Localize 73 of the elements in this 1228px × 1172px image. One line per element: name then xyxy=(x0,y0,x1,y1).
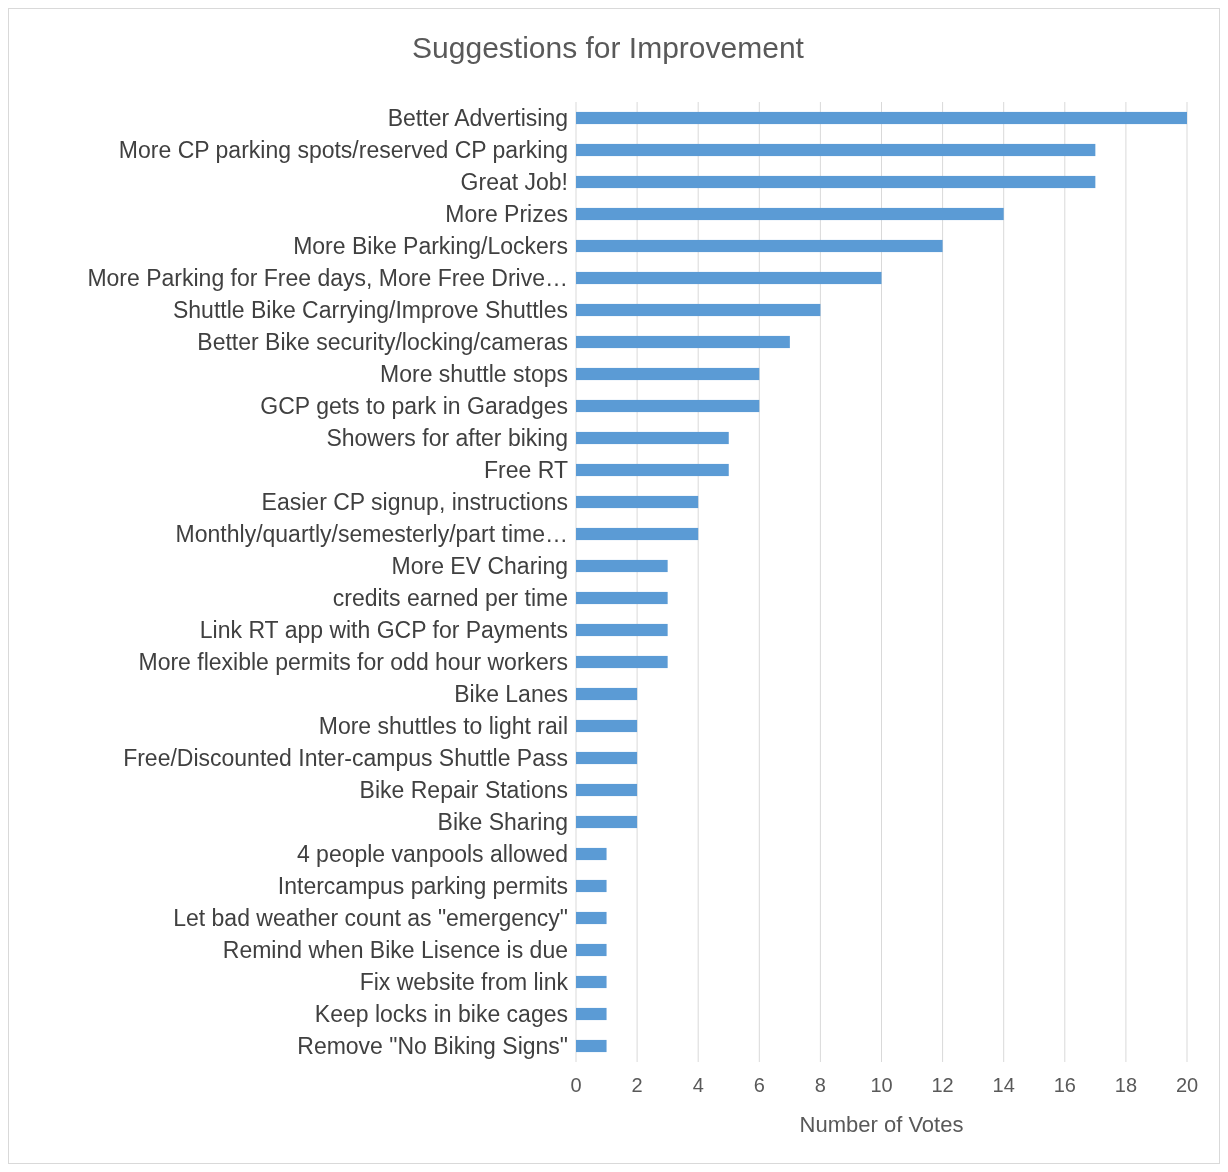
bar xyxy=(576,655,668,669)
y-tick-label: Better Bike security/locking/cameras xyxy=(197,329,568,356)
y-tick-label: Remind when Bike Lisence is due xyxy=(222,937,568,964)
bar xyxy=(576,431,729,445)
bar xyxy=(576,271,882,285)
bar xyxy=(576,847,607,861)
x-tick-label: 0 xyxy=(570,1074,582,1096)
y-tick-label: Bike Sharing xyxy=(437,809,568,836)
bar xyxy=(576,399,760,413)
bar xyxy=(576,687,638,701)
bar xyxy=(576,1039,607,1053)
y-tick-label: More flexible permits for odd hour workers xyxy=(138,649,568,676)
y-tick-label: More shuttles to light rail xyxy=(318,713,568,740)
x-axis-title: Number of Votes xyxy=(799,1112,964,1137)
bar xyxy=(576,239,943,253)
y-tick-label: credits earned per time xyxy=(332,585,568,612)
bar xyxy=(576,303,821,317)
bar xyxy=(576,111,1187,125)
x-tick-label: 4 xyxy=(692,1074,704,1096)
chart-title: Suggestions for Improvement xyxy=(412,31,805,64)
bar xyxy=(576,815,638,829)
y-tick-label: Bike Lanes xyxy=(454,681,568,708)
y-tick-label: Showers for after biking xyxy=(326,425,568,452)
y-tick-label: Intercampus parking permits xyxy=(277,873,568,900)
y-tick-label: More Parking for Free days, More Free Drive… xyxy=(87,265,568,292)
y-tick-label: More EV Charing xyxy=(391,553,568,580)
bar xyxy=(576,367,760,381)
x-tick-label: 10 xyxy=(870,1074,893,1096)
bar xyxy=(576,143,1096,157)
x-tick-label: 2 xyxy=(631,1074,643,1096)
y-tick-label: Better Advertising xyxy=(387,105,568,132)
x-tick-label: 12 xyxy=(931,1074,954,1096)
y-tick-label: Keep locks in bike cages xyxy=(314,1001,568,1028)
y-tick-label: Free/Discounted Inter-campus Shuttle Pass xyxy=(123,745,568,772)
y-tick-label: More CP parking spots/reserved CP parking xyxy=(118,137,568,164)
y-tick-label: More shuttle stops xyxy=(380,361,568,388)
bar xyxy=(576,623,668,637)
y-tick-label: Monthly/quartly/semesterly/part time… xyxy=(175,521,568,548)
bar xyxy=(576,751,638,765)
y-tick-label: Great Job! xyxy=(460,169,568,196)
bar xyxy=(576,591,668,605)
y-tick-label: Fix website from link xyxy=(359,969,569,996)
bar xyxy=(576,879,607,893)
y-tick-label: Free RT xyxy=(484,457,568,484)
y-tick-label: Let bad weather count as "emergency" xyxy=(173,905,568,932)
bar xyxy=(576,175,1096,189)
bar xyxy=(576,207,1004,221)
y-tick-label: 4 people vanpools allowed xyxy=(296,841,568,868)
bar xyxy=(576,975,607,989)
y-tick-label: Shuttle Bike Carrying/Improve Shuttles xyxy=(172,297,568,324)
bar xyxy=(576,943,607,957)
y-tick-label: More Bike Parking/Lockers xyxy=(293,233,568,260)
y-tick-label: GCP gets to park in Garadges xyxy=(260,393,568,420)
bar xyxy=(576,719,638,733)
x-tick-label: 14 xyxy=(992,1074,1015,1096)
y-tick-label: More Prizes xyxy=(445,201,568,228)
bar xyxy=(576,559,668,573)
y-tick-label: Easier CP signup, instructions xyxy=(261,489,568,516)
bar xyxy=(576,783,638,797)
x-tick-label: 8 xyxy=(814,1074,826,1096)
bar xyxy=(576,463,729,477)
x-tick-label: 20 xyxy=(1175,1074,1199,1096)
y-tick-label: Remove "No Biking Signs" xyxy=(297,1033,568,1060)
bar xyxy=(576,495,699,509)
x-tick-label: 16 xyxy=(1053,1074,1076,1096)
y-tick-label: Link RT app with GCP for Payments xyxy=(199,617,568,644)
bar xyxy=(576,335,790,349)
bar xyxy=(576,1007,607,1021)
y-tick-label: Bike Repair Stations xyxy=(359,777,568,804)
x-tick-label: 6 xyxy=(753,1074,765,1096)
bar xyxy=(576,527,699,541)
x-tick-label: 18 xyxy=(1114,1074,1138,1096)
bar xyxy=(576,911,607,925)
